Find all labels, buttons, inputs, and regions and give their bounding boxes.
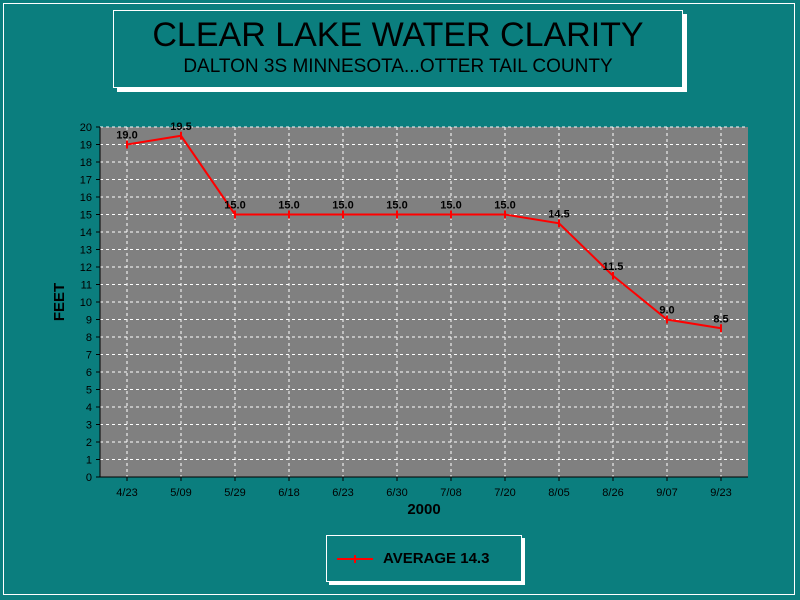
y-tick-label: 4 (86, 402, 92, 414)
y-axis-title: FEET (51, 283, 68, 321)
y-tick-label: 16 (80, 192, 92, 204)
x-tick-label: 5/09 (170, 487, 191, 499)
y-tick-label: 10 (80, 297, 92, 309)
legend-label: AVERAGE 14.3 (383, 550, 490, 567)
data-label: 9.0 (659, 305, 674, 317)
y-tick-label: 19 (80, 140, 92, 152)
y-tick-label: 15 (80, 210, 92, 222)
y-tick-label: 14 (80, 227, 92, 239)
y-tick-label: 17 (80, 175, 92, 187)
x-tick-label: 7/08 (440, 487, 461, 499)
data-label: 19.0 (116, 130, 137, 142)
x-tick-label: 8/05 (548, 487, 569, 499)
y-tick-label: 8 (86, 332, 92, 344)
x-tick-label: 6/23 (332, 487, 353, 499)
x-tick-label: 9/07 (656, 487, 677, 499)
data-label: 15.0 (332, 200, 353, 212)
legend: AVERAGE 14.3 (326, 535, 522, 582)
legend-marker-swatch (354, 555, 356, 563)
x-tick-label: 8/26 (602, 487, 623, 499)
y-tick-label: 9 (86, 315, 92, 327)
y-tick-label: 5 (86, 385, 92, 397)
data-label: 8.5 (713, 313, 728, 325)
title-box: CLEAR LAKE WATER CLARITY DALTON 3S MINNE… (113, 10, 683, 88)
data-label: 14.5 (548, 208, 569, 220)
series-line (126, 134, 722, 330)
data-label: 15.0 (278, 200, 299, 212)
x-tick-label: 9/23 (710, 487, 731, 499)
x-tick-label: 7/20 (494, 487, 515, 499)
y-tick-label: 6 (86, 367, 92, 379)
data-label: 11.5 (603, 261, 624, 273)
x-tick-label: 4/23 (116, 487, 137, 499)
y-tick-label: 11 (81, 280, 92, 292)
x-tick-label: 6/30 (386, 487, 407, 499)
data-label: 15.0 (224, 200, 245, 212)
chart-frame (3, 3, 795, 595)
y-tick-label: 13 (80, 245, 92, 257)
y-tick-label: 1 (86, 455, 92, 467)
chart-title: CLEAR LAKE WATER CLARITY (152, 16, 644, 54)
data-label: 15.0 (494, 200, 515, 212)
y-tick-label: 20 (80, 122, 92, 134)
x-tick-label: 5/29 (224, 487, 245, 499)
y-tick-label: 18 (80, 157, 92, 169)
x-tick-label: 6/18 (278, 487, 299, 499)
y-tick-label: 0 (86, 472, 92, 484)
y-tick-label: 3 (86, 420, 92, 432)
y-tick-label: 12 (80, 262, 92, 274)
data-label: 15.0 (440, 200, 461, 212)
data-label: 19.5 (170, 121, 191, 133)
y-tick-label: 2 (86, 437, 92, 449)
data-label: 15.0 (386, 200, 407, 212)
x-axis-title: 2000 (407, 501, 440, 518)
y-tick-label: 7 (86, 350, 92, 362)
chart-subtitle: DALTON 3S MINNESOTA...OTTER TAIL COUNTY (183, 56, 613, 77)
